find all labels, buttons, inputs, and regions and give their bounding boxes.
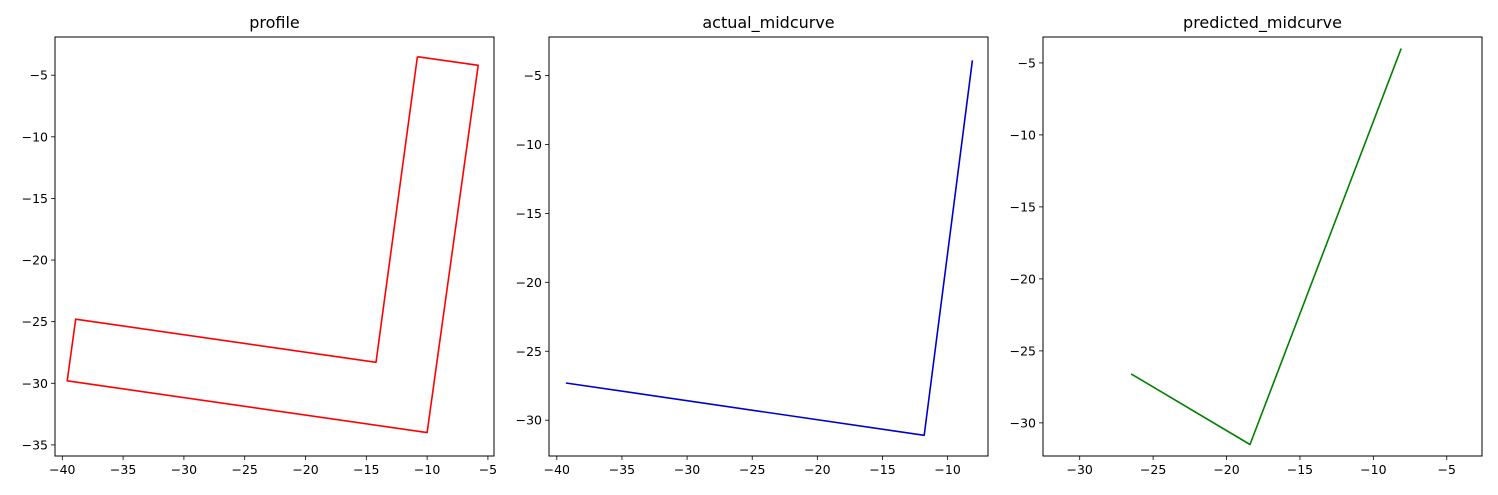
y-tick-label: −20 [1010, 271, 1036, 286]
y-tick-label: −20 [22, 253, 48, 268]
x-tick-label: −35 [609, 462, 635, 477]
x-tick-label: −20 [804, 462, 830, 477]
axes-frame [548, 36, 989, 457]
y-tick-label: −5 [524, 68, 542, 83]
x-tick-label: −25 [232, 462, 258, 477]
x-tick-label: −15 [353, 462, 379, 477]
series-line [1130, 48, 1402, 446]
panel-profile: profile−40 −35 −30 −25 −20 −15 −10 −5−35−30−25−… [22, 13, 498, 477]
panel-predicted-midcurve: predicted_midcurve −30 −25 −20 −15 −10 −5 −30 −2… [1010, 13, 1483, 477]
x-tick-label: −10 [934, 462, 960, 477]
y-tick-label: −15 [22, 191, 48, 206]
y-tick-label: −10 [1010, 127, 1036, 142]
y-tick-label: −25 [1010, 343, 1036, 358]
series-line [66, 55, 480, 434]
y-tick-label: −5 [30, 68, 48, 83]
x-tick-label: −15 [869, 462, 895, 477]
x-tick-label: −5 [1438, 462, 1456, 477]
x-tick-label: −25 [739, 462, 765, 477]
x-tick-label: −35 [110, 462, 136, 477]
panel-title: predicted_midcurve [1183, 13, 1342, 33]
x-tick-label: −10 [414, 462, 440, 477]
x-tick-label: −15 [1287, 462, 1313, 477]
x-tick-label: −5 [479, 462, 497, 477]
x-tick-label: −30 [674, 462, 700, 477]
x-tick-label: −30 [1067, 462, 1093, 477]
panel-title: actual_midcurve [702, 13, 834, 33]
y-tick-label: −25 [516, 344, 542, 359]
y-tick-label: −5 [1018, 55, 1036, 70]
x-tick-label: −40 [544, 462, 570, 477]
panel-title: profile [249, 13, 300, 32]
x-tick-label: −40 [49, 462, 75, 477]
y-tick-label: −10 [22, 129, 48, 144]
axes-frame [1042, 36, 1483, 457]
axes-frame [54, 36, 495, 457]
y-tick-label: −10 [516, 137, 542, 152]
y-tick-label: −15 [1010, 199, 1036, 214]
y-tick-label: −30 [516, 413, 542, 428]
x-tick-label: −25 [1140, 462, 1166, 477]
series-line [565, 60, 974, 437]
y-tick-label: −30 [22, 376, 48, 391]
panel-actual-midcurve: actual_midcurve −40 −35 −30 −25 −20 −15 −10 −30 −… [516, 13, 989, 477]
y-tick-label: −35 [22, 437, 48, 452]
x-tick-label: −20 [292, 462, 318, 477]
y-tick-label: −30 [1010, 415, 1036, 430]
x-tick-label: −20 [1213, 462, 1239, 477]
x-tick-label: −10 [1360, 462, 1386, 477]
y-tick-label: −15 [516, 206, 542, 221]
y-tick-label: −25 [22, 314, 48, 329]
x-tick-label: −30 [171, 462, 197, 477]
y-tick-label: −20 [516, 275, 542, 290]
